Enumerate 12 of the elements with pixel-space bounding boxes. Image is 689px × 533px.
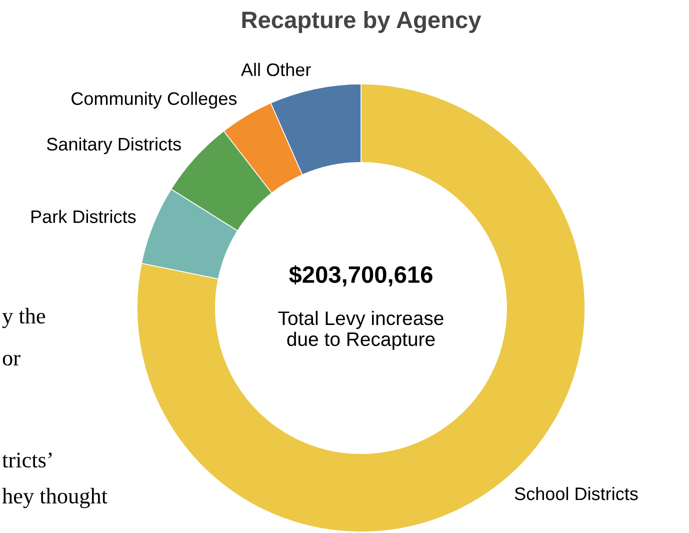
text: Total Levy increase due to Recapture [278, 310, 444, 350]
slice-label: Community Colleges [72, 92, 237, 109]
chart-title: Recapture by Agency [242, 10, 482, 34]
slice-label: School Districts [514, 486, 638, 500]
text: $203,700,616 [289, 265, 432, 286]
text: or [2, 354, 20, 366]
text: hey thought [2, 488, 108, 508]
text: tricts’ [2, 452, 52, 468]
slice-label: All Other [241, 62, 311, 76]
slice-label: Sanitary Districts [46, 137, 181, 154]
text: y the [2, 308, 46, 328]
slice-label: Park Districts [32, 210, 136, 224]
